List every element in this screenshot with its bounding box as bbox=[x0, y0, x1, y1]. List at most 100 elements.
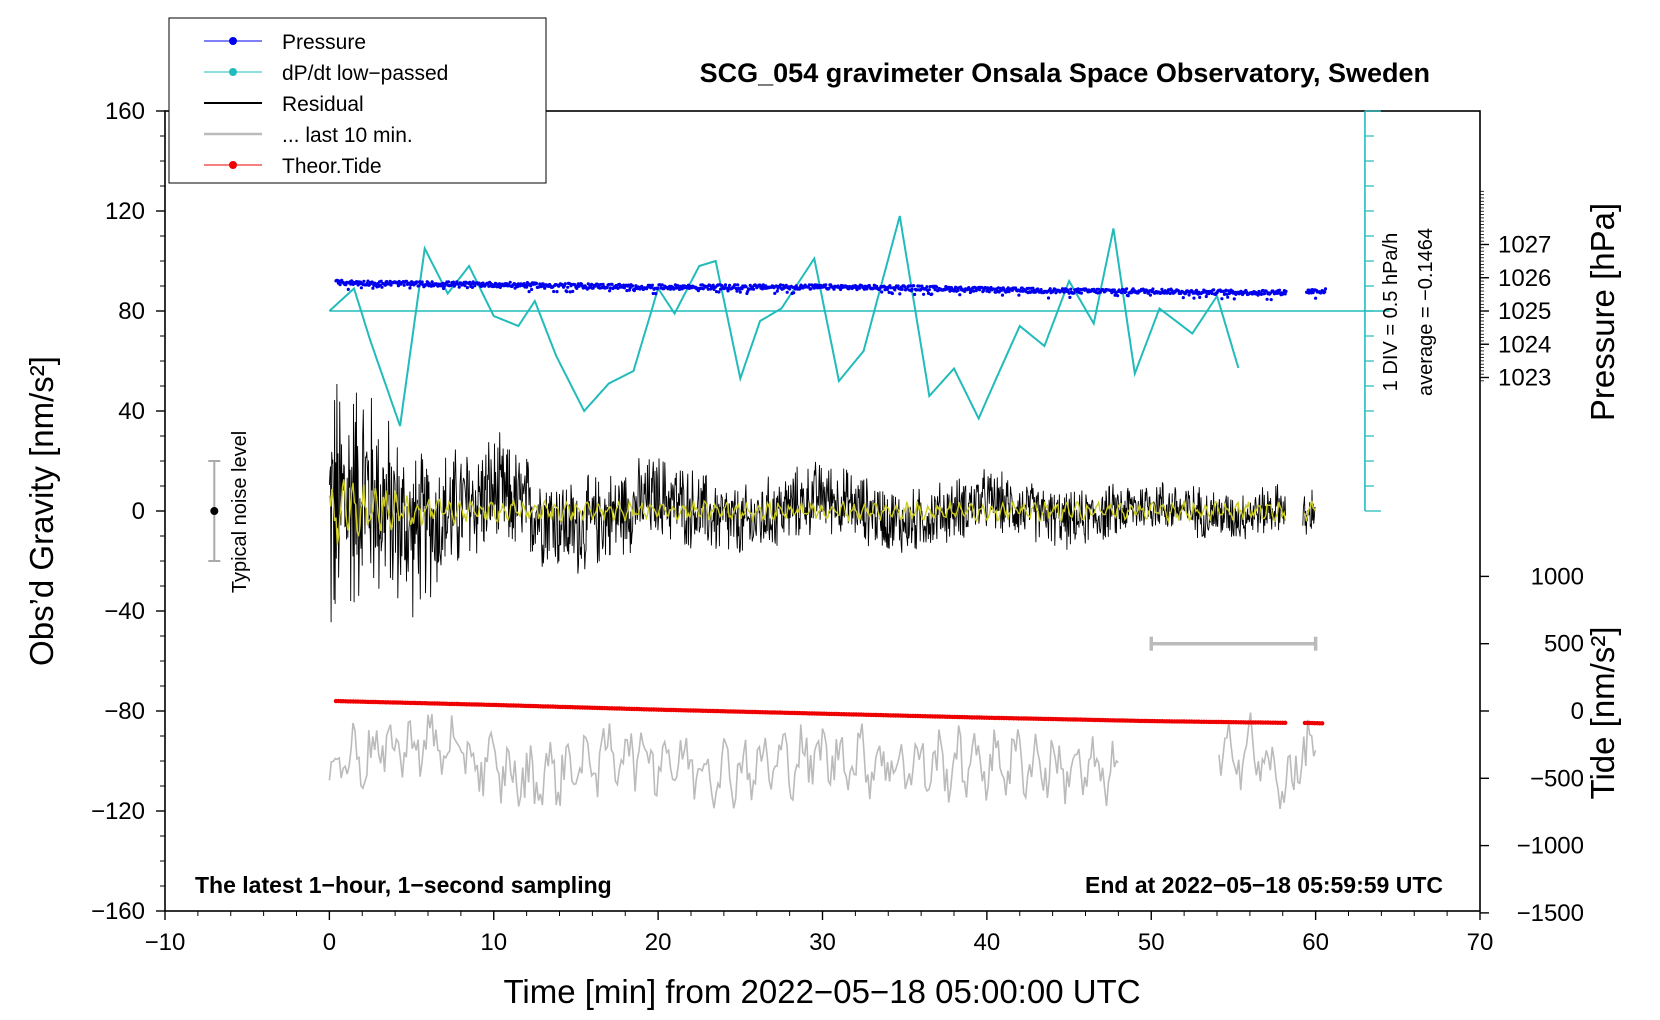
tide-tick-label: 0 bbox=[1571, 698, 1584, 725]
pressure-point bbox=[1269, 298, 1273, 302]
last10-bar bbox=[1149, 636, 1318, 651]
pressure-point bbox=[912, 284, 916, 288]
pressure-point bbox=[1027, 286, 1031, 290]
pressure-point bbox=[605, 286, 609, 290]
pressure-point bbox=[734, 286, 738, 291]
pressure-point bbox=[947, 285, 951, 289]
y-tick-label: 160 bbox=[105, 98, 145, 125]
tide-axis-ticks: 1000 500 0 −500 −1000 −1500 bbox=[1480, 563, 1584, 927]
pressure-point bbox=[977, 288, 982, 292]
pressure-point bbox=[493, 284, 497, 288]
pressure-point bbox=[470, 285, 474, 289]
pressure-point bbox=[389, 283, 393, 287]
pressure-point bbox=[889, 286, 893, 290]
pressure-point bbox=[779, 283, 783, 287]
pressure-point bbox=[1124, 290, 1128, 294]
tide-axis-title: Tide [nm/s²] bbox=[1584, 627, 1621, 800]
pressure-point bbox=[599, 282, 603, 287]
pressure-point bbox=[539, 285, 544, 289]
pressure-point bbox=[832, 287, 836, 291]
end-time-note: End at 2022−05−18 05:59:59 UTC bbox=[1085, 872, 1443, 898]
pressure-point bbox=[1062, 290, 1066, 294]
pressure-point bbox=[893, 288, 897, 292]
dpdt-series-line bbox=[328, 215, 1240, 427]
pressure-point bbox=[775, 289, 779, 293]
pressure-point bbox=[701, 287, 705, 291]
pressure-point bbox=[555, 290, 559, 294]
pressure-point bbox=[1264, 289, 1268, 293]
x-axis-ticks: −10 0 10 20 30 40 50 60 70 bbox=[145, 911, 1493, 956]
pressure-point bbox=[857, 286, 862, 290]
pressure-point bbox=[631, 284, 635, 288]
pressure-point bbox=[1000, 293, 1005, 297]
pressure-point bbox=[349, 282, 353, 286]
pressure-point bbox=[760, 287, 765, 291]
pressure-point bbox=[744, 285, 748, 289]
pressure-point bbox=[733, 283, 738, 287]
pressure-point bbox=[656, 286, 660, 290]
pressure-point bbox=[735, 289, 739, 293]
pressure-point bbox=[714, 290, 719, 294]
pressure-point bbox=[1112, 288, 1116, 292]
pressure-point bbox=[784, 283, 788, 287]
pressure-point bbox=[903, 285, 907, 289]
pressure-point bbox=[430, 280, 434, 284]
pressure-point bbox=[530, 287, 534, 292]
legend-label: Residual bbox=[282, 93, 364, 116]
x-tick-label: 40 bbox=[974, 929, 1001, 956]
pressure-point bbox=[1068, 295, 1072, 299]
pressure-point bbox=[563, 282, 567, 286]
pressure-tick-label: 1027 bbox=[1498, 232, 1551, 259]
tide-tick-label: 1000 bbox=[1531, 563, 1584, 590]
pressure-point bbox=[726, 289, 730, 293]
series-layer bbox=[328, 215, 1390, 809]
pressure-point bbox=[1072, 291, 1076, 295]
pressure-point bbox=[1198, 295, 1202, 299]
pressure-point bbox=[651, 291, 655, 296]
pressure-tick-label: 1025 bbox=[1498, 298, 1551, 325]
pressure-point bbox=[1005, 290, 1009, 294]
pressure-point bbox=[608, 286, 613, 290]
pressure-point bbox=[958, 293, 962, 297]
pressure-point bbox=[963, 289, 967, 293]
pressure-point bbox=[601, 282, 605, 286]
average-label: average = −0.1464 bbox=[1415, 228, 1437, 396]
pressure-point bbox=[987, 290, 991, 294]
pressure-point bbox=[1151, 287, 1155, 291]
pressure-point bbox=[1019, 289, 1023, 293]
pressure-point bbox=[949, 286, 954, 290]
pressure-point bbox=[650, 283, 655, 287]
pressure-point bbox=[625, 289, 629, 293]
pressure-point bbox=[925, 285, 929, 289]
x-tick-label: 60 bbox=[1302, 929, 1329, 956]
pressure-point bbox=[706, 287, 710, 291]
pressure-point bbox=[568, 290, 572, 294]
pressure-point bbox=[1129, 291, 1134, 295]
pressure-point bbox=[985, 289, 989, 293]
pressure-point bbox=[871, 286, 876, 290]
pressure-point bbox=[865, 287, 869, 291]
pressure-point bbox=[926, 291, 931, 295]
pressure-point bbox=[654, 292, 658, 296]
y-tick-label: −120 bbox=[91, 798, 145, 825]
pressure-point bbox=[896, 284, 900, 288]
tide-tick-label: −1000 bbox=[1517, 833, 1584, 860]
sampling-note: The latest 1−hour, 1−second sampling bbox=[195, 872, 612, 898]
pressure-point bbox=[1227, 292, 1231, 296]
pressure-point bbox=[529, 284, 533, 288]
pressure-point bbox=[481, 281, 485, 285]
pressure-point bbox=[446, 280, 451, 284]
pressure-point bbox=[409, 283, 413, 287]
pressure-point bbox=[785, 290, 789, 294]
pressure-point bbox=[1222, 292, 1226, 296]
residual-lowpass-overlay bbox=[328, 479, 1317, 545]
pressure-point bbox=[1194, 288, 1199, 292]
pressure-point bbox=[415, 280, 419, 284]
pressure-point bbox=[728, 283, 732, 287]
pressure-point bbox=[1039, 288, 1043, 292]
pressure-point bbox=[996, 286, 1001, 290]
pressure-point bbox=[1220, 297, 1224, 301]
div-label: 1 DIV = 0.5 hPa/h bbox=[1380, 233, 1402, 391]
pressure-point bbox=[898, 292, 902, 296]
pressure-point bbox=[751, 287, 756, 291]
